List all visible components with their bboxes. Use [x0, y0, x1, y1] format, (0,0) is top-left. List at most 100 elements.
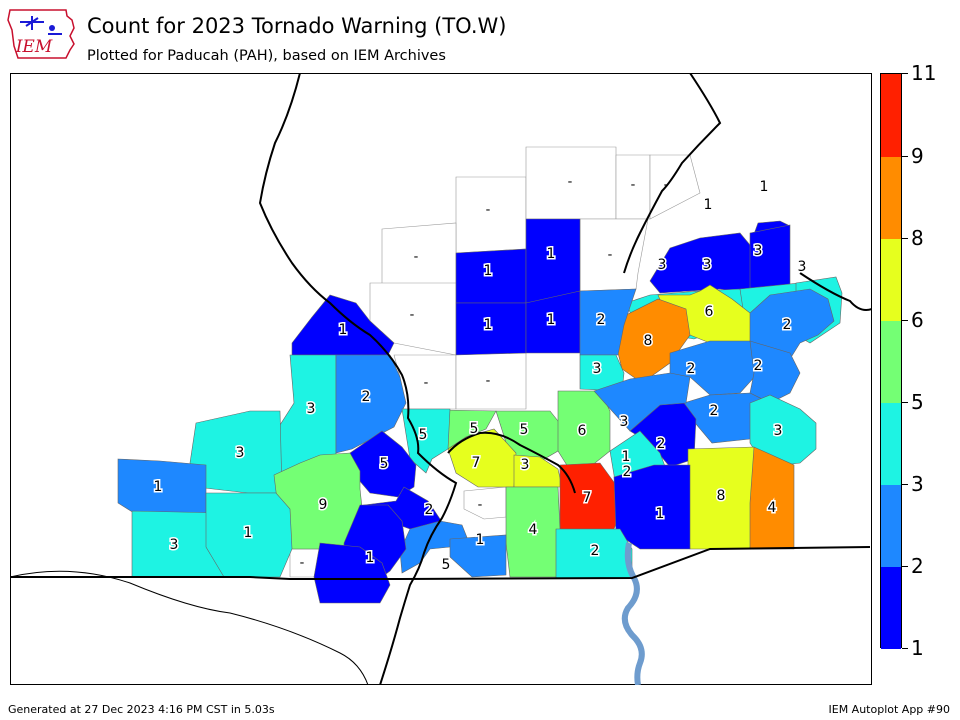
colorbar-tick-mark: [902, 320, 908, 321]
river: [621, 542, 645, 685]
county-count-label: 2: [754, 358, 763, 374]
state-border-south: [10, 546, 871, 580]
county-count-label: 1: [154, 479, 163, 495]
county-count-label: 2: [425, 502, 434, 518]
no-data-label: -: [486, 203, 491, 218]
county-count-label: 1: [476, 532, 485, 548]
no-data-label: -: [568, 175, 573, 190]
no-data-label: -: [608, 248, 613, 263]
county-count-label: 3: [307, 401, 316, 417]
colorbar-tick-mark: [902, 648, 908, 649]
colorbar-segment: [881, 157, 901, 239]
county-count-label: 2: [710, 403, 719, 419]
generated-timestamp: Generated at 27 Dec 2023 4:16 PM CST in …: [8, 703, 275, 716]
county-zone: [349, 430, 417, 498]
warning-count-counties: [117, 218, 843, 604]
county-count-label: 3: [236, 445, 245, 461]
state-border-river: [258, 73, 458, 685]
county-count-label: 2: [783, 317, 792, 333]
county-zone: [749, 446, 795, 550]
iowa-outline-logo: IEM: [7, 9, 75, 59]
county-count-label: 3: [798, 259, 807, 275]
county-count-label: 6: [705, 304, 714, 320]
county-count-label: 1: [656, 506, 665, 522]
county-line-south: [10, 570, 369, 685]
no-data-label: -: [414, 250, 419, 265]
colorbar-tick-label: 3: [911, 472, 924, 496]
colorbar-segment: [881, 567, 901, 649]
county-count-label: 9: [319, 497, 328, 513]
county-zone: [205, 492, 293, 578]
county-zone: [313, 542, 391, 604]
county-count-label: 1: [622, 449, 631, 465]
county-count-label: 3: [620, 414, 629, 430]
county-count-label: 3: [754, 243, 763, 259]
chart-title: Count for 2023 Tornado Warning (TO.W): [87, 14, 507, 38]
county-count-label: 4: [529, 522, 538, 538]
county-count-label: 8: [644, 333, 653, 349]
county-count-label: 3: [658, 257, 667, 273]
county-count-label: 1: [244, 525, 253, 541]
colorbar-tick-mark: [902, 156, 908, 157]
no-data-label: -: [631, 178, 636, 193]
no-data-county: [455, 352, 527, 410]
no-data-label: -: [478, 498, 483, 513]
county-count-label: 2: [623, 464, 632, 480]
county-count-label: 5: [380, 456, 389, 472]
no-data-counties: [289, 146, 701, 578]
county-count-label: 3: [521, 457, 530, 473]
county-count-label: 8: [717, 488, 726, 504]
logo-text: IEM: [15, 37, 53, 57]
colorbar-tick-mark: [902, 402, 908, 403]
no-data-label: -: [410, 308, 415, 323]
county-zone: [449, 534, 507, 578]
no-data-county: [369, 282, 457, 356]
app-credit: IEM Autoplot App #90: [828, 703, 951, 716]
colorbar-tick-label: 8: [911, 226, 924, 250]
no-data-county: [455, 176, 527, 254]
colorbar-segment: [881, 485, 901, 567]
colorbar-segment: [881, 403, 901, 485]
chart-subtitle: Plotted for Paducah (PAH), based on IEM …: [87, 48, 446, 64]
county-count-label: 1: [366, 550, 375, 566]
no-data-county: [381, 222, 457, 294]
county-count-label: 3: [703, 257, 712, 273]
county-count-label: 1: [760, 179, 769, 195]
county-zone: [399, 520, 471, 574]
county-count-label: 2: [657, 436, 666, 452]
county-count-label: 1: [547, 246, 556, 262]
county-zone: [555, 528, 633, 579]
county-count-label: 1: [339, 322, 348, 338]
colorbar-tick-mark: [902, 566, 908, 567]
county-count-label: 2: [362, 389, 371, 405]
no-data-label: -: [486, 374, 491, 389]
county-count-label: 1: [547, 312, 556, 328]
colorbar-tick-mark: [902, 73, 908, 74]
county-zone: [593, 372, 691, 432]
colorbar: [880, 73, 902, 649]
river-border-ohio: [447, 431, 576, 494]
county-count-label: 5: [470, 421, 479, 437]
county-count-label: 3: [593, 361, 602, 377]
colorbar-tick-label: 2: [911, 554, 924, 578]
colorbar-tick-mark: [902, 484, 908, 485]
county-count-label: 5: [520, 422, 529, 438]
colorbar-tick-label: 6: [911, 308, 924, 332]
county-count-label: 5: [442, 557, 451, 573]
state-border-north: [623, 73, 722, 274]
colorbar-segment: [881, 74, 901, 157]
county-count-label: 3: [774, 423, 783, 439]
colorbar-segment: [881, 239, 901, 321]
iem-logo: IEM: [4, 6, 80, 64]
county-count-label: 5: [419, 427, 428, 443]
no-data-label: -: [424, 376, 429, 391]
county-count-label: 3: [170, 537, 179, 553]
county-zone: [579, 288, 637, 356]
county-count-label: 6: [578, 423, 587, 439]
no-data-label: -: [300, 556, 305, 571]
colorbar-tick-label: 1: [911, 636, 924, 660]
county-count-label: 7: [583, 490, 592, 506]
colorbar-tick-mark: [902, 238, 908, 239]
